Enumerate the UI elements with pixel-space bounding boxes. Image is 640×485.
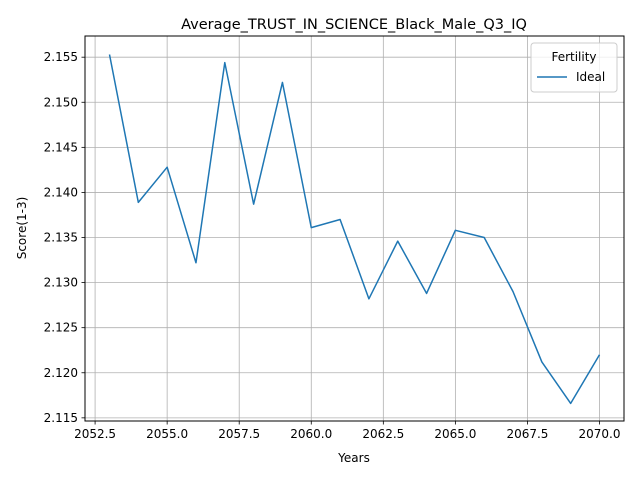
x-tick-label: 2067.5	[506, 427, 548, 441]
y-axis-label: Score(1-3)	[15, 197, 29, 260]
x-tick-label: 2060.0	[290, 427, 332, 441]
y-tick-label: 2.150	[44, 95, 78, 109]
y-tick-label: 2.120	[44, 366, 78, 380]
y-tick-label: 2.135	[44, 231, 78, 245]
y-tick-label: 2.140	[44, 185, 78, 199]
x-tick-label: 2062.5	[362, 427, 404, 441]
y-tick-label: 2.145	[44, 140, 78, 154]
legend: Fertility Ideal	[531, 43, 617, 92]
x-tick-label: 2057.5	[218, 427, 260, 441]
y-tick-label: 2.130	[44, 276, 78, 290]
x-tick-label: 2055.0	[146, 427, 188, 441]
x-tick-label: 2065.0	[434, 427, 476, 441]
x-tick-label: 2070.0	[579, 427, 621, 441]
legend-title: Fertility	[551, 50, 596, 64]
y-tick-label: 2.155	[44, 50, 78, 64]
y-tick-label: 2.115	[44, 411, 78, 425]
y-tick-label: 2.125	[44, 321, 78, 335]
chart-title: Average_TRUST_IN_SCIENCE_Black_Male_Q3_I…	[181, 17, 527, 33]
legend-label-ideal: Ideal	[576, 70, 605, 84]
x-tick-label: 2052.5	[74, 427, 116, 441]
x-axis-label: Years	[337, 451, 370, 465]
